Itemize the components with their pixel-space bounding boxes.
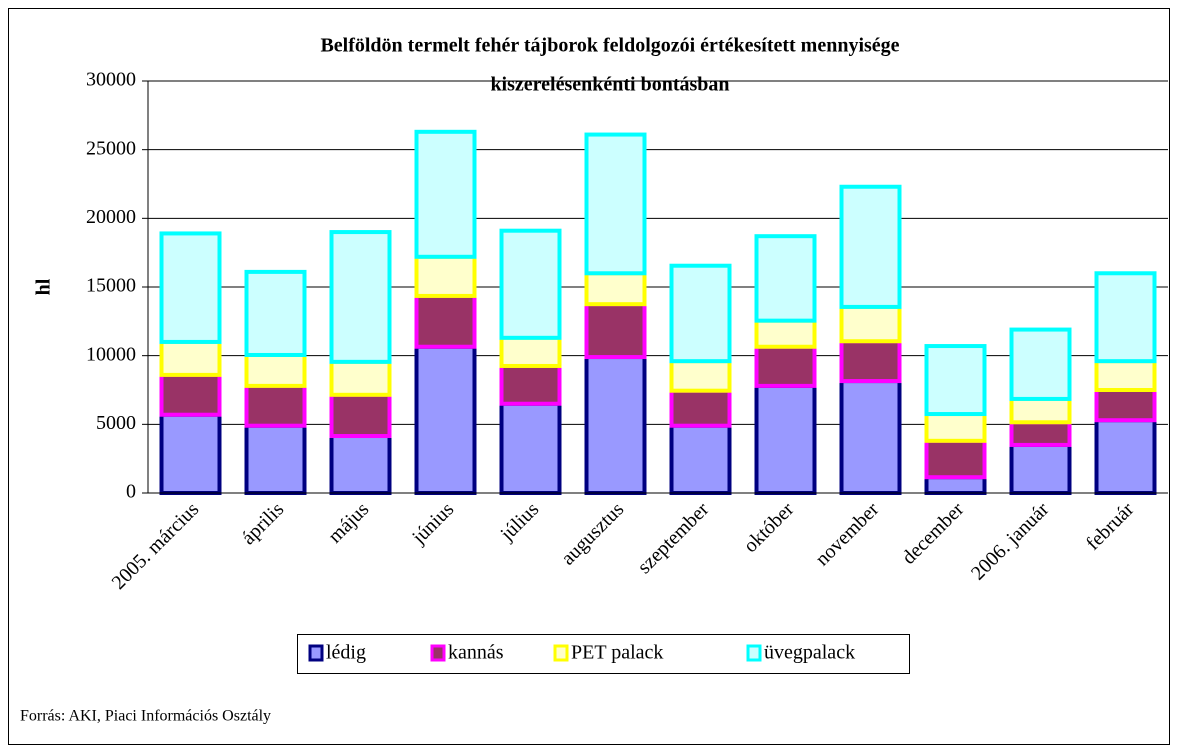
legend-label: PET palack (571, 642, 663, 664)
bar-segment (499, 363, 562, 406)
bar-segment (159, 372, 222, 417)
bar-segment (244, 269, 307, 357)
legend-swatch (308, 644, 324, 662)
bar-segment (499, 335, 562, 368)
bar-segment (1009, 442, 1072, 495)
bar-segment (584, 302, 647, 360)
bar-segment (159, 339, 222, 377)
bar-segment (754, 344, 817, 388)
bar-segment (414, 254, 477, 298)
y-axis-label: hl (33, 278, 55, 295)
bar-segment (329, 230, 392, 364)
bar-segment (924, 475, 987, 495)
bar-segment (754, 234, 817, 323)
bar-segment (1094, 359, 1157, 393)
y-tick-label: 25000 (86, 137, 136, 159)
bar-segment (924, 412, 987, 443)
bar-segment (1094, 271, 1157, 364)
bar-segment (839, 184, 902, 309)
legend-label: kannás (448, 642, 504, 664)
bar-segment (584, 132, 647, 276)
bar-segment (244, 423, 307, 495)
y-tick-label: 5000 (96, 412, 136, 434)
y-tick-label: 10000 (86, 343, 136, 365)
bar-segment (414, 129, 477, 259)
source-note: Forrás: AKI, Piaci Információs Osztály (20, 708, 271, 725)
bar-segment (584, 271, 647, 307)
bar-segment (1009, 396, 1072, 425)
bar-segment (244, 352, 307, 388)
bar-segment (244, 383, 307, 428)
bar-segment (1094, 388, 1157, 423)
bar-segment (669, 359, 732, 393)
bar-segment (329, 434, 392, 495)
legend-label: lédig (326, 642, 366, 664)
bar-segment (669, 423, 732, 495)
bar-segment (754, 318, 817, 349)
bar-segment (839, 379, 902, 495)
legend-swatch (746, 644, 762, 662)
bar-segment (329, 359, 392, 397)
bar-segment (924, 344, 987, 417)
legend-box (297, 634, 910, 674)
bar-segment (754, 383, 817, 496)
y-tick-label: 30000 (86, 69, 136, 91)
y-tick-label: 20000 (86, 206, 136, 228)
bar-segment (669, 388, 732, 428)
legend-swatch (430, 644, 446, 662)
y-tick-label: 0 (126, 481, 136, 503)
bar-segment (159, 231, 222, 344)
bar-segment (414, 344, 477, 495)
legend-swatch (553, 644, 569, 662)
chart-title: Belföldön termelt fehér tájborok feldolg… (320, 35, 899, 57)
bar-segment (839, 304, 902, 344)
bar-segment (669, 263, 732, 364)
bar-segment (1009, 327, 1072, 401)
bar-segment (499, 401, 562, 496)
y-tick-label: 15000 (86, 275, 136, 297)
bar-segment (329, 392, 392, 439)
chart-title: kiszerelésenkénti bontásban (490, 74, 729, 96)
bar-segment (414, 293, 477, 349)
bar-segment (499, 228, 562, 340)
bar-segment (1009, 420, 1072, 447)
bar-segment (839, 339, 902, 384)
bar-segment (159, 412, 222, 495)
bar-segment (924, 438, 987, 480)
bar-segment (584, 355, 647, 496)
bar-segment (1094, 418, 1157, 496)
legend-label: üvegpalack (764, 642, 855, 664)
